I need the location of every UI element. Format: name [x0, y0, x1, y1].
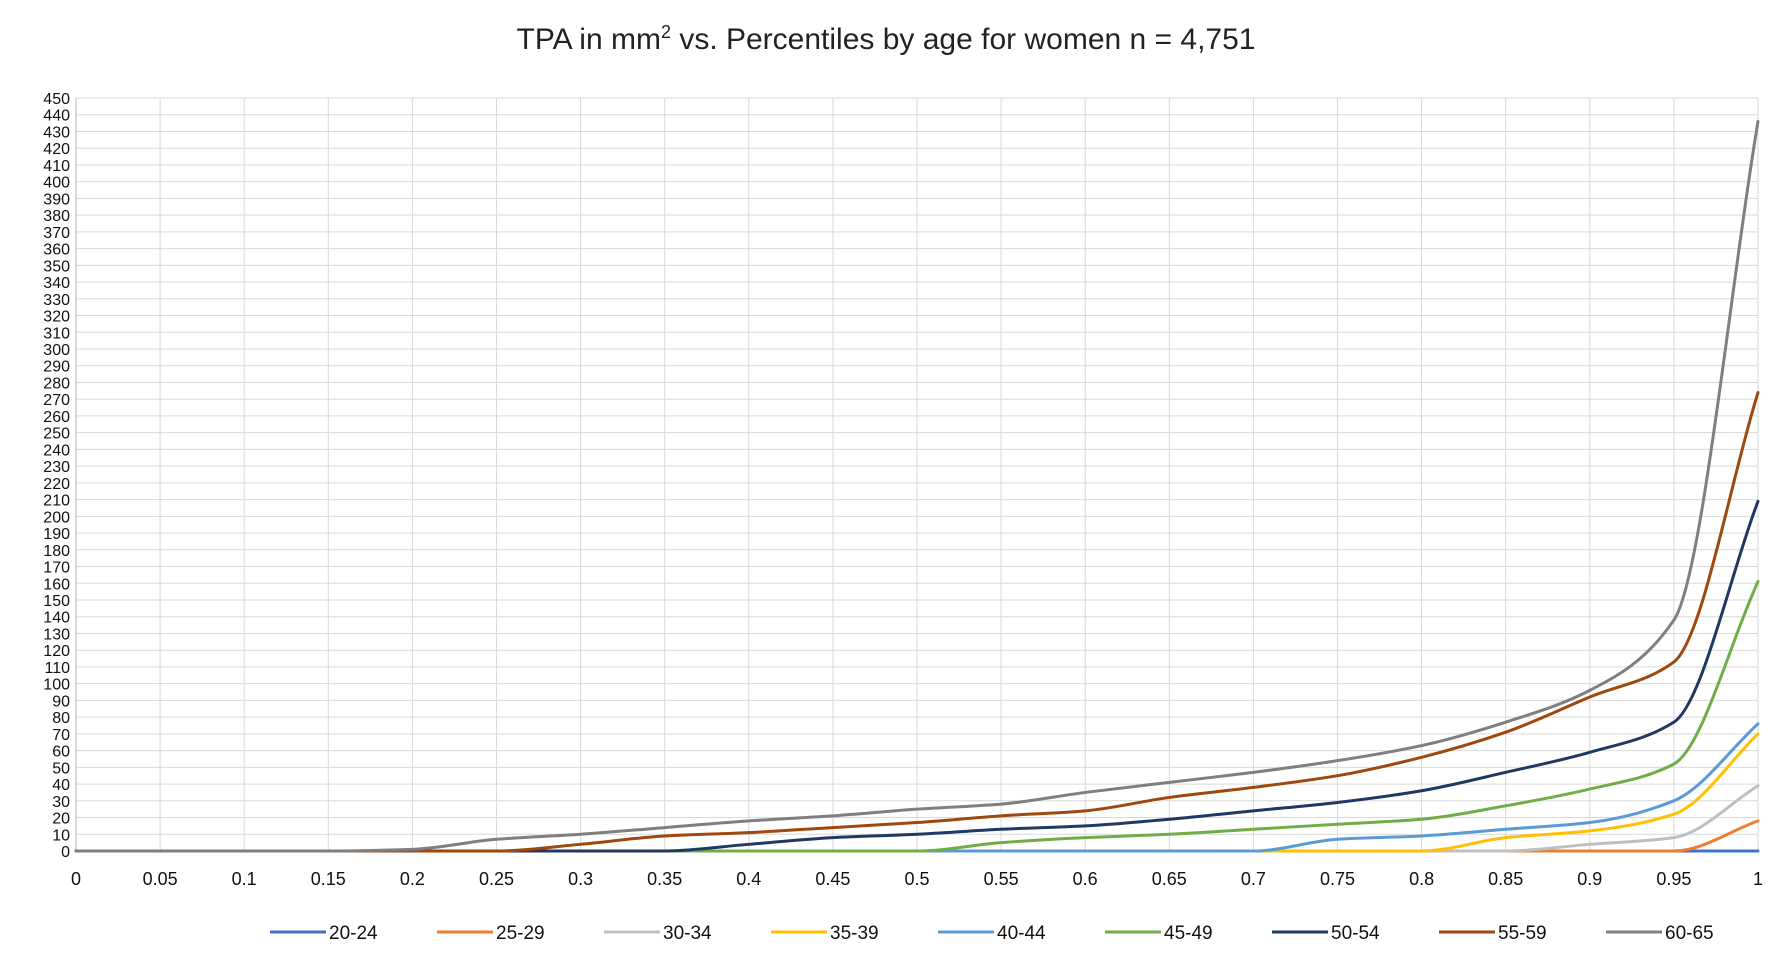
y-tick-label: 340 — [43, 275, 70, 292]
x-tick-label: 0.65 — [1152, 869, 1187, 889]
x-tick-label: 0.2 — [400, 869, 425, 889]
y-tick-label: 180 — [43, 543, 70, 560]
x-tick-label: 0.8 — [1409, 869, 1434, 889]
x-tick-label: 0.6 — [1073, 869, 1098, 889]
y-tick-label: 160 — [43, 576, 70, 593]
y-tick-label: 440 — [43, 108, 70, 125]
y-tick-label: 350 — [43, 258, 70, 275]
y-tick-label: 450 — [43, 91, 70, 108]
y-tick-label: 230 — [43, 459, 70, 476]
chart-title: TPA in mm2 vs. Percentiles by age for wo… — [516, 22, 1256, 56]
y-tick-label: 190 — [43, 526, 70, 543]
legend-label-55-59: 55-59 — [1498, 923, 1547, 944]
y-tick-label: 150 — [43, 593, 70, 610]
gridlines — [76, 97, 1759, 851]
y-tick-label: 130 — [43, 626, 70, 643]
y-tick-label: 40 — [52, 777, 70, 794]
legend-label-35-39: 35-39 — [830, 923, 879, 944]
x-tick-label: 0.55 — [984, 869, 1019, 889]
legend-label-50-54: 50-54 — [1331, 923, 1380, 944]
y-tick-label: 370 — [43, 225, 70, 242]
y-tick-label: 290 — [43, 359, 70, 376]
legend-label-20-24: 20-24 — [329, 923, 378, 944]
series-line-60-65 — [74, 119, 1760, 853]
y-tick-label: 110 — [44, 660, 70, 677]
x-tick-label: 0.45 — [815, 869, 850, 889]
x-tick-label: 0.4 — [736, 869, 761, 889]
x-tick-label: 0.35 — [647, 869, 682, 889]
y-tick-label: 200 — [43, 509, 70, 526]
y-tick-label: 420 — [43, 141, 70, 158]
y-tick-label: 140 — [43, 610, 70, 627]
y-tick-label: 70 — [52, 727, 70, 744]
y-tick-label: 400 — [43, 175, 70, 192]
y-tick-label: 260 — [43, 409, 70, 426]
y-tick-label: 360 — [43, 242, 70, 259]
x-tick-label: 0.9 — [1577, 869, 1602, 889]
x-tick-label: 0.15 — [311, 869, 346, 889]
x-tick-label: 0.1 — [232, 869, 257, 889]
y-tick-label: 170 — [43, 560, 70, 577]
legend-label-60-65: 60-65 — [1665, 923, 1714, 944]
x-tick-label: 0.75 — [1320, 869, 1355, 889]
y-tick-label: 10 — [52, 827, 70, 844]
y-tick-label: 120 — [43, 643, 70, 660]
y-tick-label: 270 — [43, 392, 70, 409]
y-tick-label: 410 — [43, 158, 70, 175]
y-tick-label: 20 — [52, 811, 70, 828]
legend-label-40-44: 40-44 — [997, 923, 1046, 944]
legend-label-25-29: 25-29 — [496, 923, 545, 944]
y-tick-label: 50 — [52, 760, 70, 777]
x-tick-label: 0.25 — [479, 869, 514, 889]
y-tick-label: 430 — [43, 124, 70, 141]
x-tick-label: 0.5 — [904, 869, 929, 889]
y-tick-label: 220 — [43, 476, 70, 493]
y-tick-label: 320 — [43, 309, 70, 326]
y-tick-label: 300 — [43, 342, 70, 359]
y-tick-label: 60 — [52, 744, 70, 761]
x-tick-label: 0.05 — [143, 869, 178, 889]
y-tick-label: 30 — [52, 794, 70, 811]
legend-label-30-34: 30-34 — [663, 923, 712, 944]
y-tick-label: 240 — [43, 442, 70, 459]
x-tick-label: 0 — [71, 869, 81, 889]
x-tick-label: 0.95 — [1656, 869, 1691, 889]
y-tick-label: 310 — [43, 325, 70, 342]
y-tick-label: 100 — [43, 677, 70, 694]
y-tick-label: 390 — [43, 191, 70, 208]
legend: 20-24 25-29 30-34 35-39 40-44 45-49 50-54 55-59… — [270, 923, 1714, 944]
y-tick-label: 380 — [43, 208, 70, 225]
y-axis-tick-labels: 0102030405060708090100110120130140150160… — [43, 91, 70, 861]
y-tick-label: 250 — [43, 426, 70, 443]
legend-label-45-49: 45-49 — [1164, 923, 1213, 944]
series-lines — [74, 119, 1760, 853]
x-tick-label: 0.85 — [1488, 869, 1523, 889]
x-tick-label: 1 — [1753, 869, 1763, 889]
y-tick-label: 210 — [43, 493, 70, 510]
y-tick-label: 330 — [43, 292, 70, 309]
y-tick-label: 280 — [43, 375, 70, 392]
y-tick-label: 80 — [52, 710, 70, 727]
x-tick-label: 0.3 — [568, 869, 593, 889]
y-tick-label: 90 — [52, 693, 70, 710]
x-axis-tick-labels: 0 0.05 0.1 0.15 0.2 0.25 0.3 0.35 0.4 0.45 0.5 0.55… — [71, 869, 1763, 889]
y-tick-label: 0 — [61, 844, 70, 861]
x-tick-label: 0.7 — [1241, 869, 1266, 889]
